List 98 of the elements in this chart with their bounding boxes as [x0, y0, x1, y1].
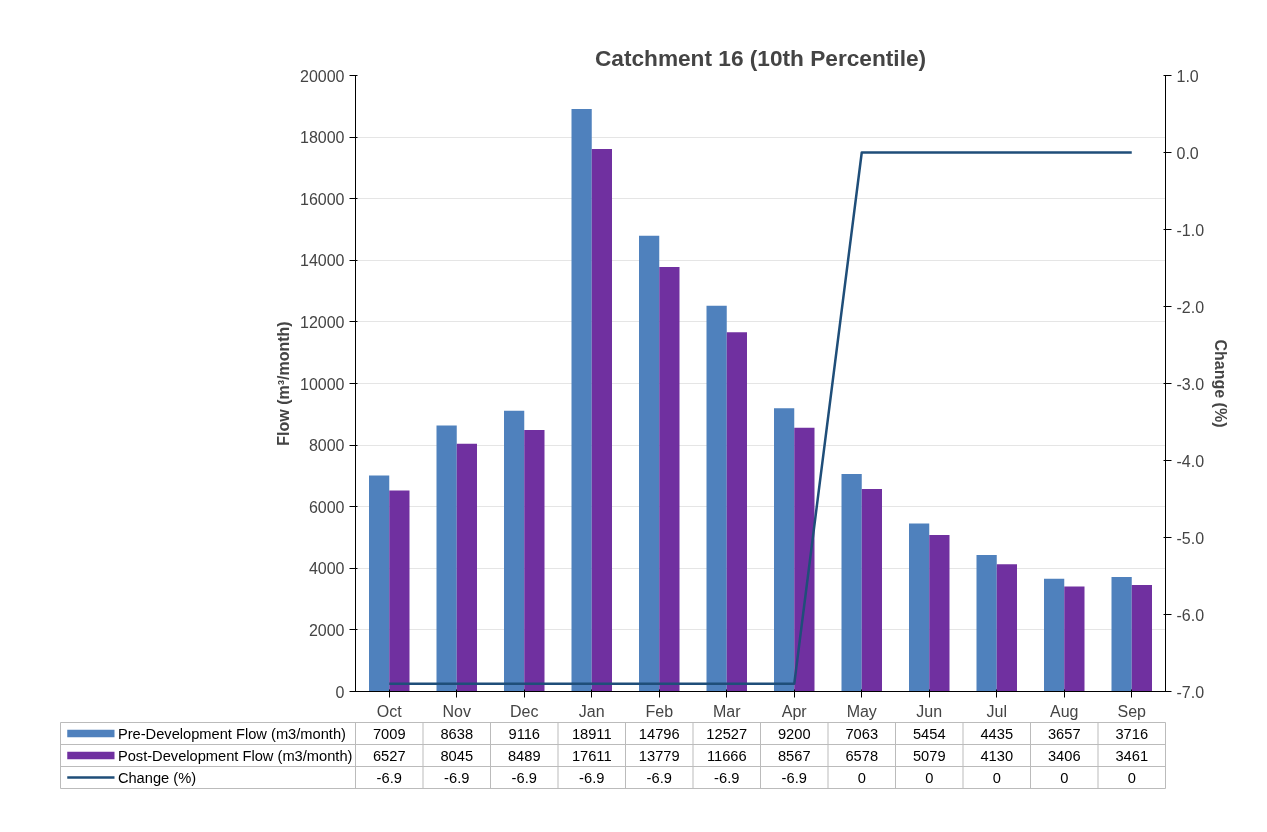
- y-tick-label: 4000: [308, 560, 345, 578]
- y-tick-label: 12000: [300, 313, 345, 331]
- bar: [929, 535, 950, 692]
- y2-tick-label: 1.0: [1176, 67, 1199, 85]
- y2-tick-label: -7.0: [1176, 683, 1205, 701]
- bar: [571, 109, 592, 692]
- legend-label: Change (%): [117, 769, 197, 786]
- bar: [1044, 578, 1065, 692]
- bar: [389, 490, 410, 692]
- data-label: 0: [857, 769, 866, 786]
- data-label: -6.9: [646, 769, 672, 786]
- bar: [861, 488, 882, 692]
- data-label: 0: [1060, 769, 1069, 786]
- data-label: 9116: [508, 725, 541, 742]
- data-label: 5079: [912, 747, 946, 764]
- bar: [841, 473, 862, 692]
- y2-tick-label: -5.0: [1176, 529, 1205, 547]
- x-tick-label: Jun: [916, 702, 943, 720]
- data-label: -6.9: [444, 769, 470, 786]
- x-tick-label: Jan: [578, 702, 605, 720]
- y2-tick-label: -3.0: [1176, 375, 1205, 393]
- data-label: 6578: [845, 747, 879, 764]
- bar: [659, 267, 680, 692]
- bar: [456, 443, 477, 692]
- data-label: 18911: [571, 725, 612, 742]
- data-label: 0: [1127, 769, 1136, 786]
- y-tick-label: 8000: [308, 437, 345, 455]
- bar: [504, 410, 525, 692]
- data-label: 3406: [1047, 747, 1081, 764]
- x-tick-label: Feb: [645, 702, 674, 720]
- data-label: -6.9: [511, 769, 537, 786]
- x-tick-label: Apr: [781, 702, 808, 720]
- data-label: 13779: [638, 747, 680, 764]
- data-label: -6.9: [714, 769, 740, 786]
- y2-tick-label: -6.0: [1176, 606, 1205, 624]
- data-label: 0: [925, 769, 934, 786]
- x-tick-label: Jul: [986, 702, 1007, 720]
- data-label: 14796: [638, 725, 680, 742]
- y-tick-label: 0: [335, 683, 345, 701]
- y-tick-label: 10000: [300, 375, 345, 393]
- legend-label: Pre-Development Flow (m3/month): [117, 725, 346, 742]
- y2-tick-label: -2.0: [1176, 298, 1205, 316]
- y-tick-label: 6000: [308, 498, 345, 516]
- y-tick-label: 14000: [300, 252, 345, 270]
- legend-label: Post-Development Flow (m3/month): [117, 747, 353, 764]
- chart-title: Catchment 16 (10th Percentile): [594, 44, 927, 71]
- data-label: -6.9: [376, 769, 402, 786]
- data-label: 8489: [507, 747, 541, 764]
- data-label: 5454: [912, 725, 946, 742]
- bar: [639, 235, 660, 692]
- bar: [909, 523, 930, 692]
- y-tick-label: 16000: [300, 190, 345, 208]
- data-label: 0: [992, 769, 1001, 786]
- x-tick-label: Sep: [1117, 702, 1147, 720]
- data-label: 12527: [706, 725, 748, 742]
- x-tick-label: Oct: [376, 702, 403, 720]
- bar: [976, 554, 997, 692]
- y2-axis-title: Change (%): [1212, 339, 1230, 428]
- y-axis-title: Flow (m³/month): [275, 321, 293, 446]
- bar: [726, 332, 747, 692]
- data-label: -6.9: [781, 769, 807, 786]
- y2-tick-label: -4.0: [1176, 452, 1205, 470]
- data-label: 6527: [372, 747, 406, 764]
- data-label: 7009: [372, 725, 406, 742]
- bar: [1064, 586, 1085, 692]
- data-label: 7063: [845, 725, 879, 742]
- y-tick-label: 20000: [300, 67, 345, 85]
- bar: [436, 425, 457, 692]
- y-tick-label: 2000: [308, 621, 345, 639]
- data-label: 9200: [777, 725, 811, 742]
- data-label: 3657: [1047, 725, 1081, 742]
- bar: [369, 475, 390, 692]
- x-tick-label: May: [846, 702, 877, 720]
- x-tick-label: Mar: [712, 702, 742, 720]
- data-label: 8638: [440, 725, 474, 742]
- x-tick-label: Aug: [1050, 702, 1079, 720]
- bar: [706, 305, 727, 692]
- bar: [996, 564, 1017, 692]
- bar: [774, 408, 795, 692]
- data-label: 8567: [777, 747, 811, 764]
- bar: [591, 149, 612, 692]
- data-label: 11666: [706, 747, 747, 764]
- data-label: 8045: [440, 747, 474, 764]
- data-label: 3461: [1115, 747, 1149, 764]
- data-label: 4435: [980, 725, 1014, 742]
- data-label: 17611: [571, 747, 612, 764]
- x-tick-label: Dec: [510, 702, 539, 720]
- data-label: -6.9: [579, 769, 605, 786]
- y-tick-label: 18000: [300, 129, 345, 147]
- y2-tick-label: 0.0: [1176, 144, 1199, 162]
- data-label: 3716: [1115, 725, 1149, 742]
- bar: [794, 427, 815, 692]
- x-tick-label: Nov: [442, 702, 471, 720]
- y2-tick-label: -1.0: [1176, 221, 1205, 239]
- bar: [1111, 577, 1132, 692]
- bar: [524, 430, 545, 692]
- bar: [1131, 584, 1152, 692]
- data-label: 4130: [980, 747, 1014, 764]
